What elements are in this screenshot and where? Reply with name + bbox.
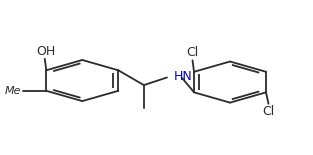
Text: HN: HN bbox=[174, 70, 193, 83]
Text: Cl: Cl bbox=[262, 105, 275, 118]
Text: Cl: Cl bbox=[186, 46, 199, 59]
Text: OH: OH bbox=[36, 45, 55, 58]
Text: Me: Me bbox=[5, 86, 22, 96]
